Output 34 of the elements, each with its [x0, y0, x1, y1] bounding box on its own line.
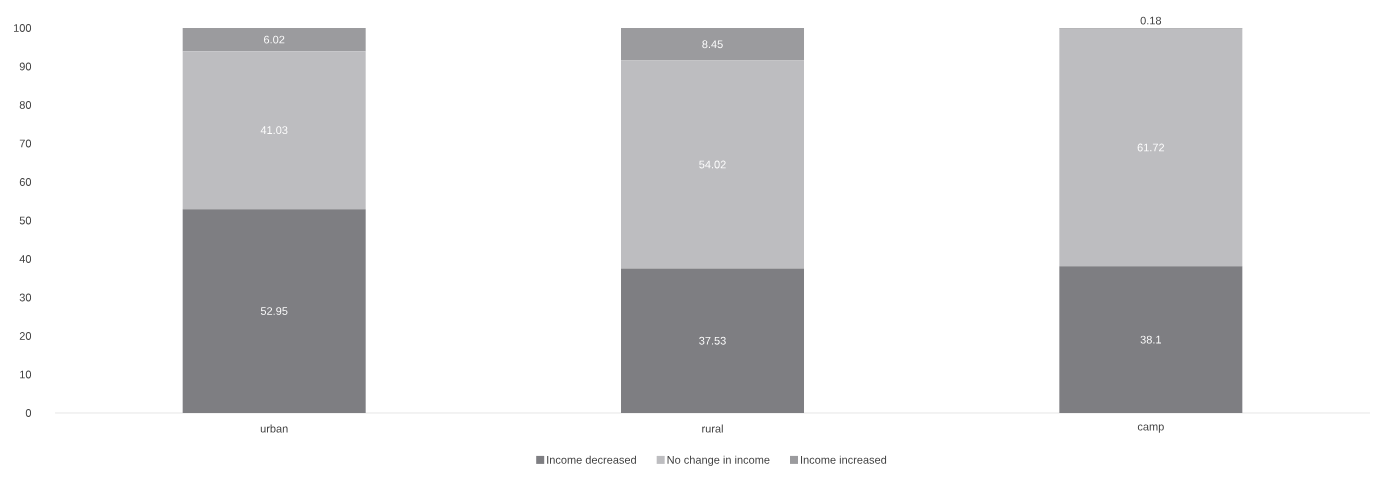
- x-tick-label: rural: [702, 424, 723, 433]
- bar: [182, 51, 366, 210]
- y-tick-label: 10: [20, 370, 32, 379]
- y-tick-label: 90: [19, 62, 32, 71]
- data-label: 38.1: [1140, 335, 1162, 344]
- y-tick-label: 60: [19, 178, 32, 186]
- bar: [1059, 266, 1243, 413]
- bar: [1059, 28, 1243, 267]
- y-tick-label: 100: [13, 24, 32, 32]
- y-tick-label: 0: [25, 409, 32, 417]
- y-tick-label: 20: [19, 332, 32, 340]
- bar: [621, 268, 805, 413]
- x-tick-label: urban: [260, 424, 288, 433]
- data-label: 61.72: [1137, 143, 1165, 152]
- legend-label: No change in income: [667, 455, 770, 466]
- bar: [621, 27, 805, 61]
- data-label: 41.03: [260, 126, 288, 135]
- y-tick-label: 50: [19, 216, 32, 225]
- x-tick-label: camp: [1137, 424, 1164, 433]
- data-label: 6.02: [264, 35, 285, 44]
- data-label: 8.45: [702, 40, 723, 49]
- data-label: 37.53: [699, 336, 726, 345]
- bar: [182, 209, 366, 413]
- data-label: 54.02: [699, 160, 726, 169]
- y-tick-label: 80: [19, 101, 32, 109]
- y-tick-label: 40: [19, 255, 32, 263]
- bar: [182, 27, 366, 52]
- legend-label: Income increased: [801, 455, 887, 464]
- bar: [621, 60, 805, 269]
- data-label: 0.18: [1140, 16, 1162, 25]
- legend-label: Income decreased: [547, 455, 636, 464]
- data-label: 52.95: [260, 307, 288, 315]
- y-tick-label: 70: [19, 139, 32, 148]
- y-tick-label: 30: [19, 293, 32, 302]
